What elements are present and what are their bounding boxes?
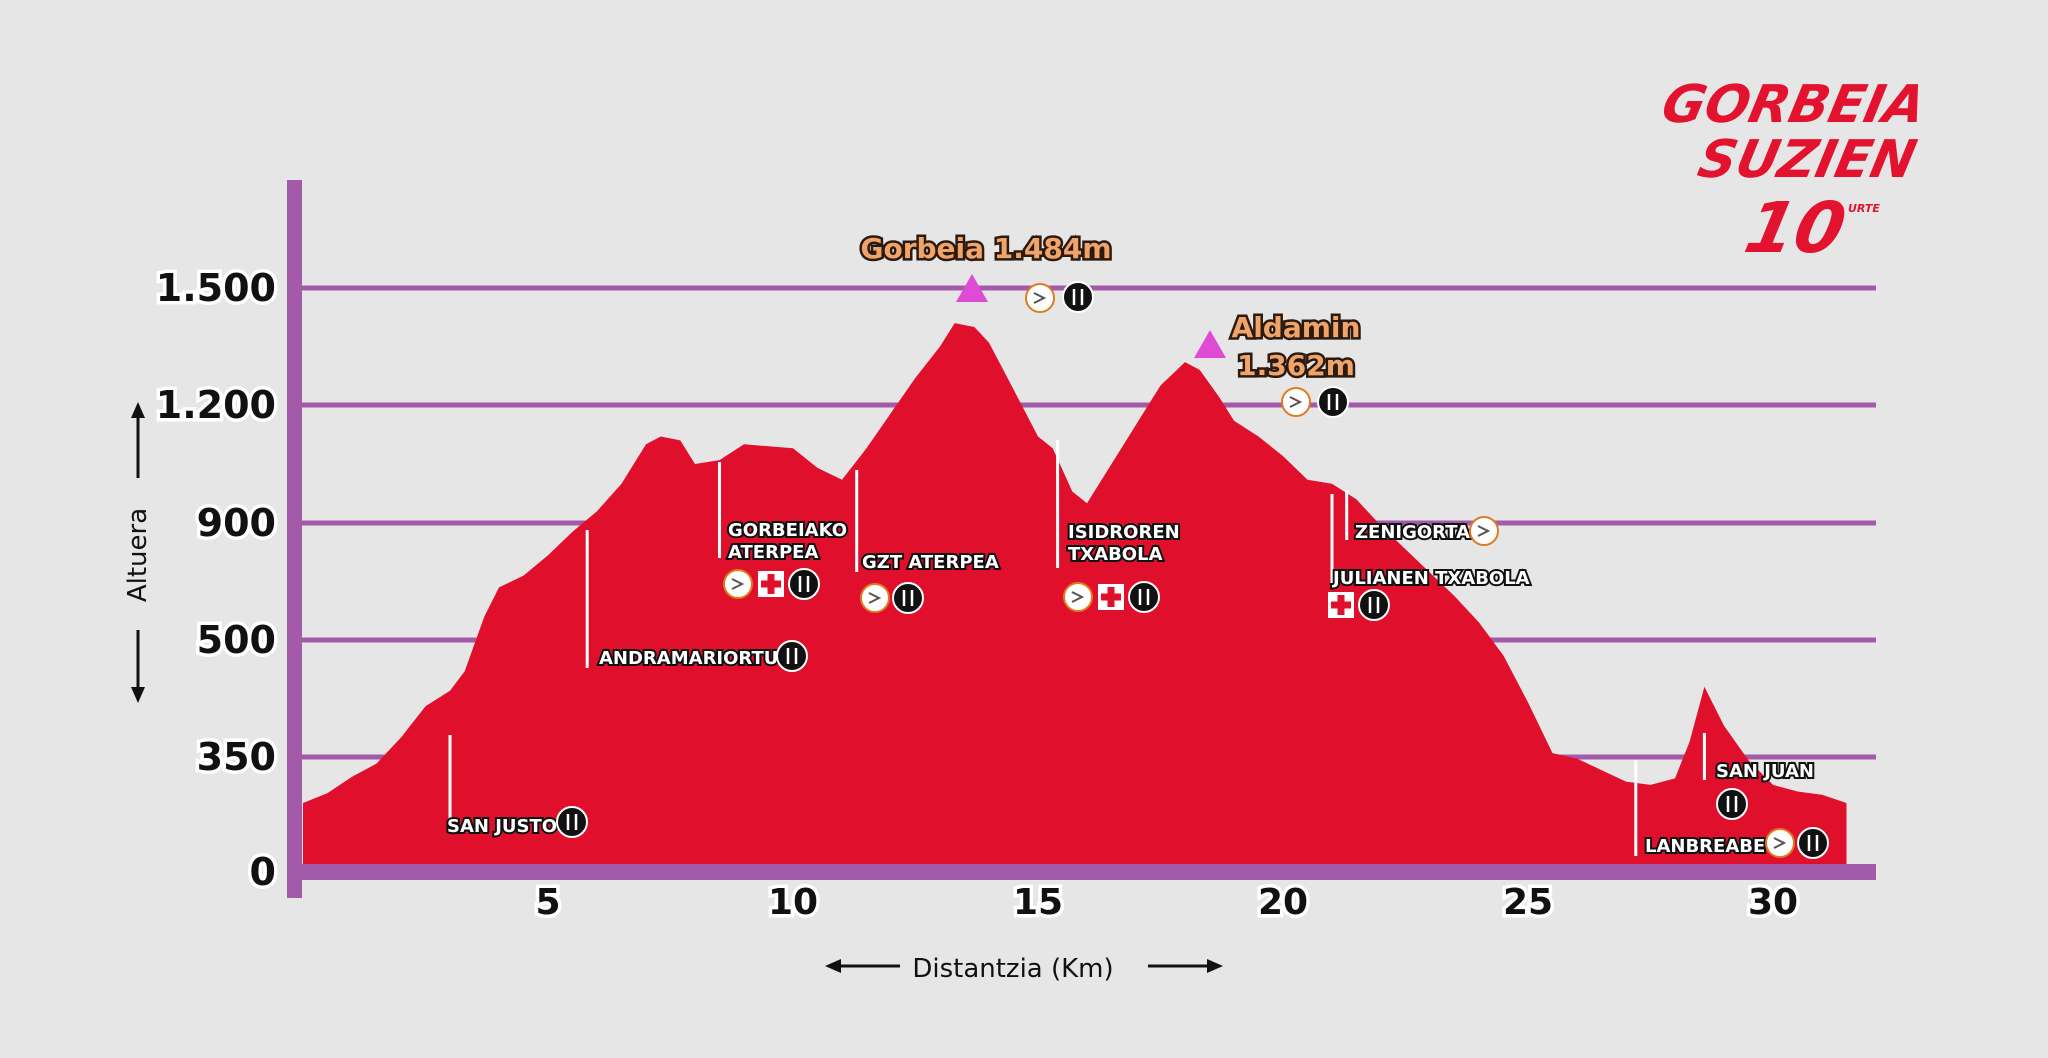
waypoint-label-line2: TXABOLA — [1068, 544, 1163, 565]
y-tick-label: 1.500 — [156, 266, 276, 310]
y-arrow-down-head — [131, 687, 145, 703]
clock-icon — [1765, 828, 1795, 858]
waypoint: SAN JUAN — [1702, 733, 1816, 820]
y-tick-label: 0 — [250, 850, 276, 894]
clock-icon — [1025, 283, 1055, 313]
first-aid-icon — [758, 571, 784, 597]
x-tick-label: 20 — [1258, 882, 1308, 923]
clock-icon — [1469, 516, 1499, 546]
waypoint-label: ISIDROREN — [1068, 522, 1180, 543]
food-icon — [1716, 788, 1748, 820]
summit: Gorbeia 1.484m — [858, 230, 1114, 313]
food-icon — [556, 806, 588, 838]
waypoint-label: JULIANEN TXABOLA — [1331, 568, 1530, 589]
first-aid-icon — [1098, 584, 1124, 610]
y-arrow-up-head — [131, 402, 145, 418]
y-axis-line — [287, 180, 302, 898]
y-axis-title: Altuera — [123, 508, 153, 602]
clock-icon — [1281, 387, 1311, 417]
food-icon — [1062, 281, 1094, 313]
gorbeia-suzien-logo: GORBEIA SUZIEN 10 URTE — [1657, 75, 1931, 269]
waypoint-label: LANBREABE — [1645, 836, 1765, 857]
x-tick-label: 5 — [535, 882, 560, 923]
logo-line-4: URTE — [1848, 202, 1880, 215]
food-icon — [1317, 386, 1349, 418]
food-icon — [1358, 589, 1390, 621]
x-tick-label: 15 — [1013, 882, 1063, 923]
logo-line-2: SUZIEN — [1693, 130, 1922, 190]
summit-label-line2: 1.362m — [1237, 349, 1355, 382]
axes — [287, 180, 1876, 898]
x-tick-label: 30 — [1748, 882, 1798, 923]
y-axis-title-group: Altuera — [123, 402, 153, 703]
y-tick-labels: 0 350 500 900 1.200 1.500 — [152, 263, 279, 898]
logo-line-1: GORBEIA — [1657, 75, 1931, 135]
y-tick-label: 500 — [197, 618, 276, 662]
food-icon — [1797, 827, 1829, 859]
summit-label: Aldamin — [1232, 311, 1361, 344]
waypoint: ANDRAMARIORTU — [585, 530, 808, 672]
summit-triangle-icon — [1194, 330, 1226, 358]
x-tick-labels: 5 10 15 20 25 30 — [532, 879, 1802, 927]
summits: Gorbeia 1.484m Aldamin 1.362m — [858, 230, 1363, 418]
waypoint: SAN JUSTO — [445, 735, 588, 839]
waypoint-label: ANDRAMARIORTU — [599, 648, 778, 669]
x-tick-label: 25 — [1503, 882, 1553, 923]
x-arrow-right-head — [1207, 959, 1223, 973]
clock-icon — [1063, 582, 1093, 612]
clock-icon — [860, 583, 890, 613]
x-arrow-left-head — [825, 959, 841, 973]
y-tick-label: 1.200 — [156, 383, 276, 427]
x-tick-label: 10 — [768, 882, 818, 923]
food-icon — [776, 640, 808, 672]
waypoint-label: SAN JUAN — [1716, 761, 1814, 782]
first-aid-icon — [1328, 592, 1354, 618]
y-tick-label: 350 — [197, 735, 276, 779]
x-axis-line — [287, 864, 1876, 880]
waypoint-label: GORBEIAKO — [728, 520, 847, 541]
y-tick-label: 900 — [197, 501, 276, 545]
waypoint: LANBREABE — [1634, 760, 1829, 859]
food-icon — [892, 582, 924, 614]
x-axis-title-group: Distantzia (Km) — [825, 954, 1223, 984]
food-icon — [788, 568, 820, 600]
waypoint-label: ZENIGORTA — [1355, 522, 1470, 543]
waypoint: ZENIGORTA — [1345, 490, 1499, 546]
waypoint-label-line2: ATERPEA — [728, 542, 818, 563]
waypoint: GZT ATERPEA — [855, 470, 1001, 614]
clock-icon — [723, 569, 753, 599]
waypoint-label: SAN JUSTO — [447, 816, 557, 837]
waypoint: JULIANEN TXABOLA — [1328, 494, 1532, 621]
summit: Aldamin 1.362m — [1194, 309, 1363, 418]
waypoint-label: GZT ATERPEA — [862, 552, 999, 573]
summit-label: Gorbeia 1.484m — [860, 232, 1111, 265]
x-axis-title: Distantzia (Km) — [912, 954, 1113, 984]
logo-line-3: 10 — [1738, 187, 1853, 269]
summit-triangle-icon — [956, 274, 988, 302]
food-icon — [1128, 581, 1160, 613]
